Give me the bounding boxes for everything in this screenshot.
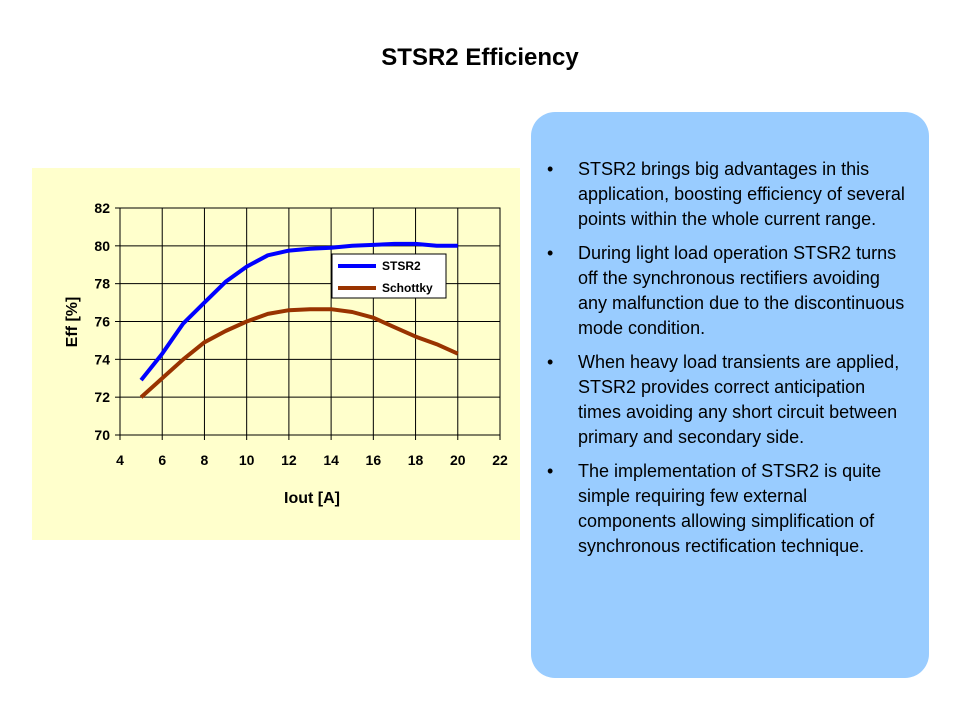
- x-tick-label: 12: [281, 452, 297, 468]
- x-tick-label: 10: [239, 452, 255, 468]
- y-axis-title: Eff [%]: [64, 297, 81, 348]
- legend-label: STSR2: [382, 259, 421, 273]
- bullet-text: When heavy load transients are applied, …: [578, 352, 900, 447]
- series-line-schottky: [139, 307, 459, 399]
- bullet-item: • STSR2 brings big advantages in this app…: [545, 157, 907, 232]
- chart-panel: 4 6 8 10 12 14 16 18 20 22 70 72 74 76 78 80 82 STSR2 Sch…: [32, 168, 520, 540]
- x-tick-label: 6: [158, 452, 166, 468]
- bullet-item: • When heavy load transients are applied,…: [545, 350, 907, 450]
- x-tick-label: 14: [323, 452, 339, 468]
- x-tick-label: 4: [116, 452, 124, 468]
- y-tick-label: 76: [94, 314, 110, 330]
- bullet-item: • During light load operation STSR2 turns…: [545, 241, 907, 341]
- bullet-dot: •: [547, 159, 554, 179]
- series-line-stsr2: [139, 241, 458, 382]
- bullet-item: • The implementation of STSR2 is quite si…: [545, 459, 907, 559]
- bullet-dot: •: [547, 243, 554, 263]
- bullet-dot: •: [547, 352, 554, 372]
- bullet-text: STSR2 brings big advantages in this appl…: [578, 159, 905, 229]
- x-tick-label: 18: [408, 452, 424, 468]
- y-tick-label: 78: [94, 276, 110, 292]
- bullet-text: During light load operation STSR2 turns …: [578, 243, 905, 338]
- y-tick-label: 74: [94, 351, 110, 367]
- legend-label: Schottky: [382, 281, 433, 295]
- x-tick-label: 20: [450, 452, 466, 468]
- bullet-text: The implementation of STSR2 is quite sim…: [578, 461, 882, 556]
- legend-box: [331, 253, 447, 299]
- bullet-panel: • STSR2 brings big advantages in this app…: [531, 112, 929, 678]
- y-tick-label: 80: [94, 238, 110, 254]
- x-axis-title: Iout [A]: [284, 490, 340, 507]
- y-tick-label: 70: [94, 427, 110, 443]
- bullet-list: • STSR2 brings big advantages in this app…: [545, 157, 907, 559]
- x-tick-label: 22: [492, 452, 508, 468]
- x-tick-label: 16: [366, 452, 382, 468]
- y-tick-label: 72: [94, 389, 110, 405]
- efficiency-chart: 4 6 8 10 12 14 16 18 20 22 70 72 74 76 78 80 82 STSR2 Sch…: [64, 200, 508, 507]
- bullet-dot: •: [547, 461, 554, 481]
- y-tick-label: 82: [94, 200, 110, 216]
- x-tick-label: 8: [201, 452, 209, 468]
- slide-title: STSR2 Efficiency: [381, 44, 579, 71]
